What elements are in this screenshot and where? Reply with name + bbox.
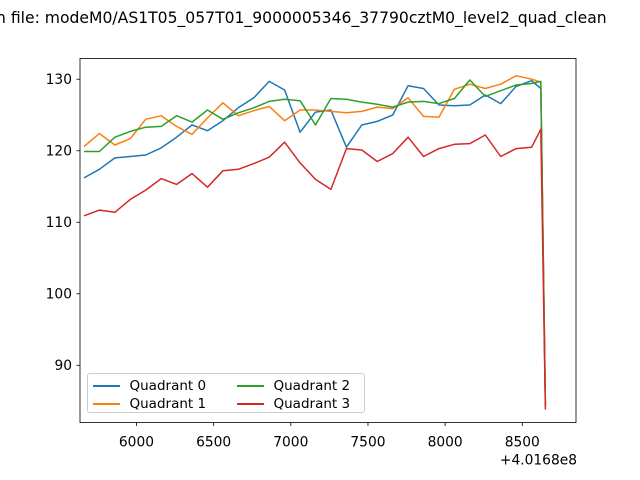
chart-title: n file: modeM0/AS1T05_057T01_9000005346_… <box>0 9 607 27</box>
y-tick-label: 120 <box>46 144 72 160</box>
legend-label: Quadrant 0 <box>129 378 207 394</box>
legend-line-sample-quadrant-0 <box>92 385 120 387</box>
legend-label: Quadrant 1 <box>129 396 207 412</box>
legend-line-sample-quadrant-2 <box>236 385 264 387</box>
y-tick-label: 90 <box>54 358 72 374</box>
y-tick-label: 100 <box>46 287 72 303</box>
legend-label: Quadrant 2 <box>273 378 351 394</box>
y-tick-label: 110 <box>46 215 72 231</box>
series-line-quadrant-2 <box>84 79 547 407</box>
legend: Quadrant 0 Quadrant 1 Quadrant 2 Quadran… <box>86 373 365 413</box>
x-axis-offset-label: +4.0168e8 <box>500 453 577 469</box>
x-tick-label: 8000 <box>428 435 463 451</box>
axes-frame <box>79 58 577 423</box>
legend-line-sample-quadrant-1 <box>92 403 120 405</box>
x-tick-label: 6500 <box>196 435 231 451</box>
x-tick-label: 7000 <box>273 435 308 451</box>
legend-label: Quadrant 3 <box>273 396 351 412</box>
series-line-quadrant-3 <box>83 128 547 410</box>
x-tick-label: 7500 <box>350 435 385 451</box>
x-tick-label: 6000 <box>119 435 154 451</box>
x-tick-label: 8500 <box>505 435 540 451</box>
series-line-quadrant-0 <box>83 79 547 405</box>
legend-line-sample-quadrant-3 <box>236 403 264 405</box>
y-tick-label: 130 <box>46 72 72 88</box>
